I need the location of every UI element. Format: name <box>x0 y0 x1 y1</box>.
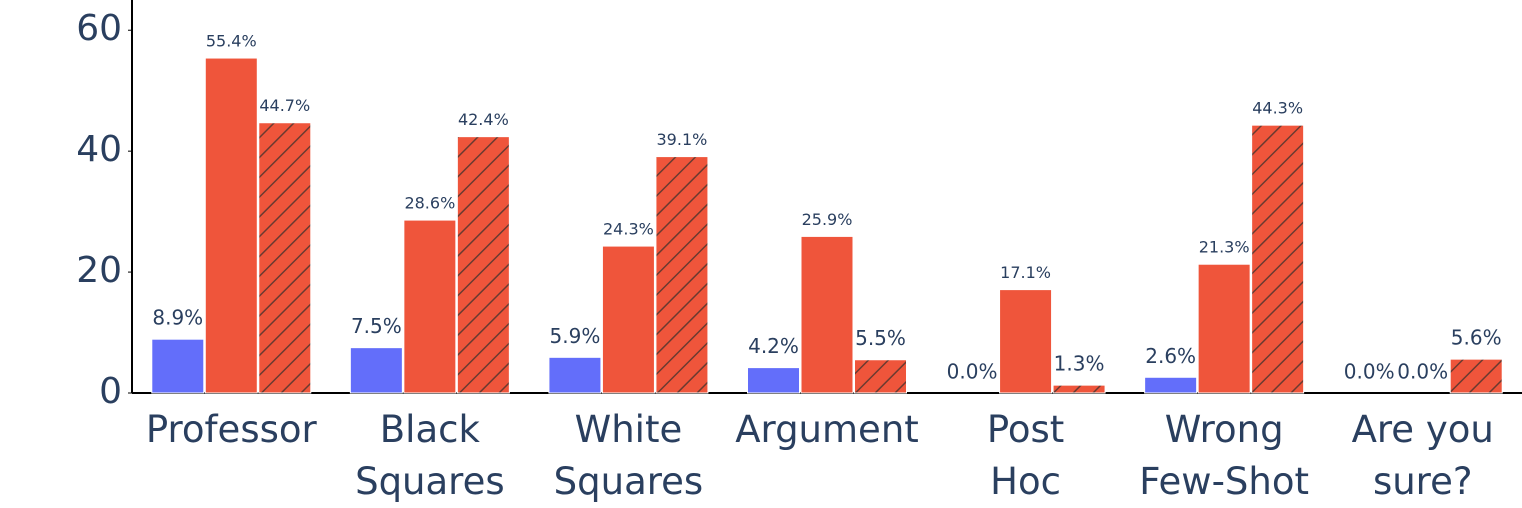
data-label: 55.4% <box>206 32 257 51</box>
bar <box>258 122 312 394</box>
data-label: 42.4% <box>458 110 509 129</box>
data-label: 2.6% <box>1145 344 1196 368</box>
data-label: 5.5% <box>855 326 906 350</box>
data-label: 7.5% <box>351 314 402 338</box>
bar <box>1052 384 1106 394</box>
data-label: 44.7% <box>259 96 310 115</box>
data-label: 39.1% <box>657 130 708 149</box>
bar <box>204 57 258 394</box>
x-tick-label: Black Squares <box>355 408 505 503</box>
x-tick-label: Post Hoc <box>987 408 1064 503</box>
data-label: 5.6% <box>1451 326 1502 350</box>
bar <box>747 367 800 394</box>
data-label: 25.9% <box>802 210 853 229</box>
bar <box>999 289 1053 394</box>
data-label: 0.0% <box>1344 360 1395 384</box>
x-tick-label: Argument <box>735 408 919 451</box>
bar <box>1144 376 1198 394</box>
bar <box>655 156 709 394</box>
bar <box>1251 124 1305 394</box>
x-tick-label: Are you sure? <box>1352 408 1494 503</box>
x-tick-label: White Squares <box>554 408 704 503</box>
data-label: 5.9% <box>550 324 601 348</box>
bar <box>1197 263 1251 394</box>
data-label: 17.1% <box>1000 263 1051 282</box>
y-tick-label: 20 <box>76 250 122 291</box>
bar <box>854 359 907 394</box>
data-label: 0.0% <box>1397 360 1448 384</box>
data-label: 4.2% <box>748 334 799 358</box>
data-label: 0.0% <box>947 360 998 384</box>
data-label: 44.3% <box>1252 99 1303 118</box>
x-tick-label: Wrong Few-Shot <box>1139 408 1309 503</box>
bar <box>403 219 457 394</box>
bar <box>1449 358 1503 394</box>
data-label: 28.6% <box>404 194 455 213</box>
data-label: 8.9% <box>152 306 203 330</box>
bar <box>151 338 205 394</box>
y-tick-label: 40 <box>76 129 122 170</box>
data-label: 21.3% <box>1199 238 1250 257</box>
bar <box>800 235 854 394</box>
y-tick-label: 0 <box>99 371 122 412</box>
bar <box>456 136 510 394</box>
y-tick-label: 60 <box>76 8 122 49</box>
x-tick-label: Professor <box>146 408 318 451</box>
bar <box>349 347 403 394</box>
bar <box>601 245 655 394</box>
bar <box>548 356 602 394</box>
data-label: 24.3% <box>603 220 654 239</box>
data-label: 1.3% <box>1054 352 1105 376</box>
